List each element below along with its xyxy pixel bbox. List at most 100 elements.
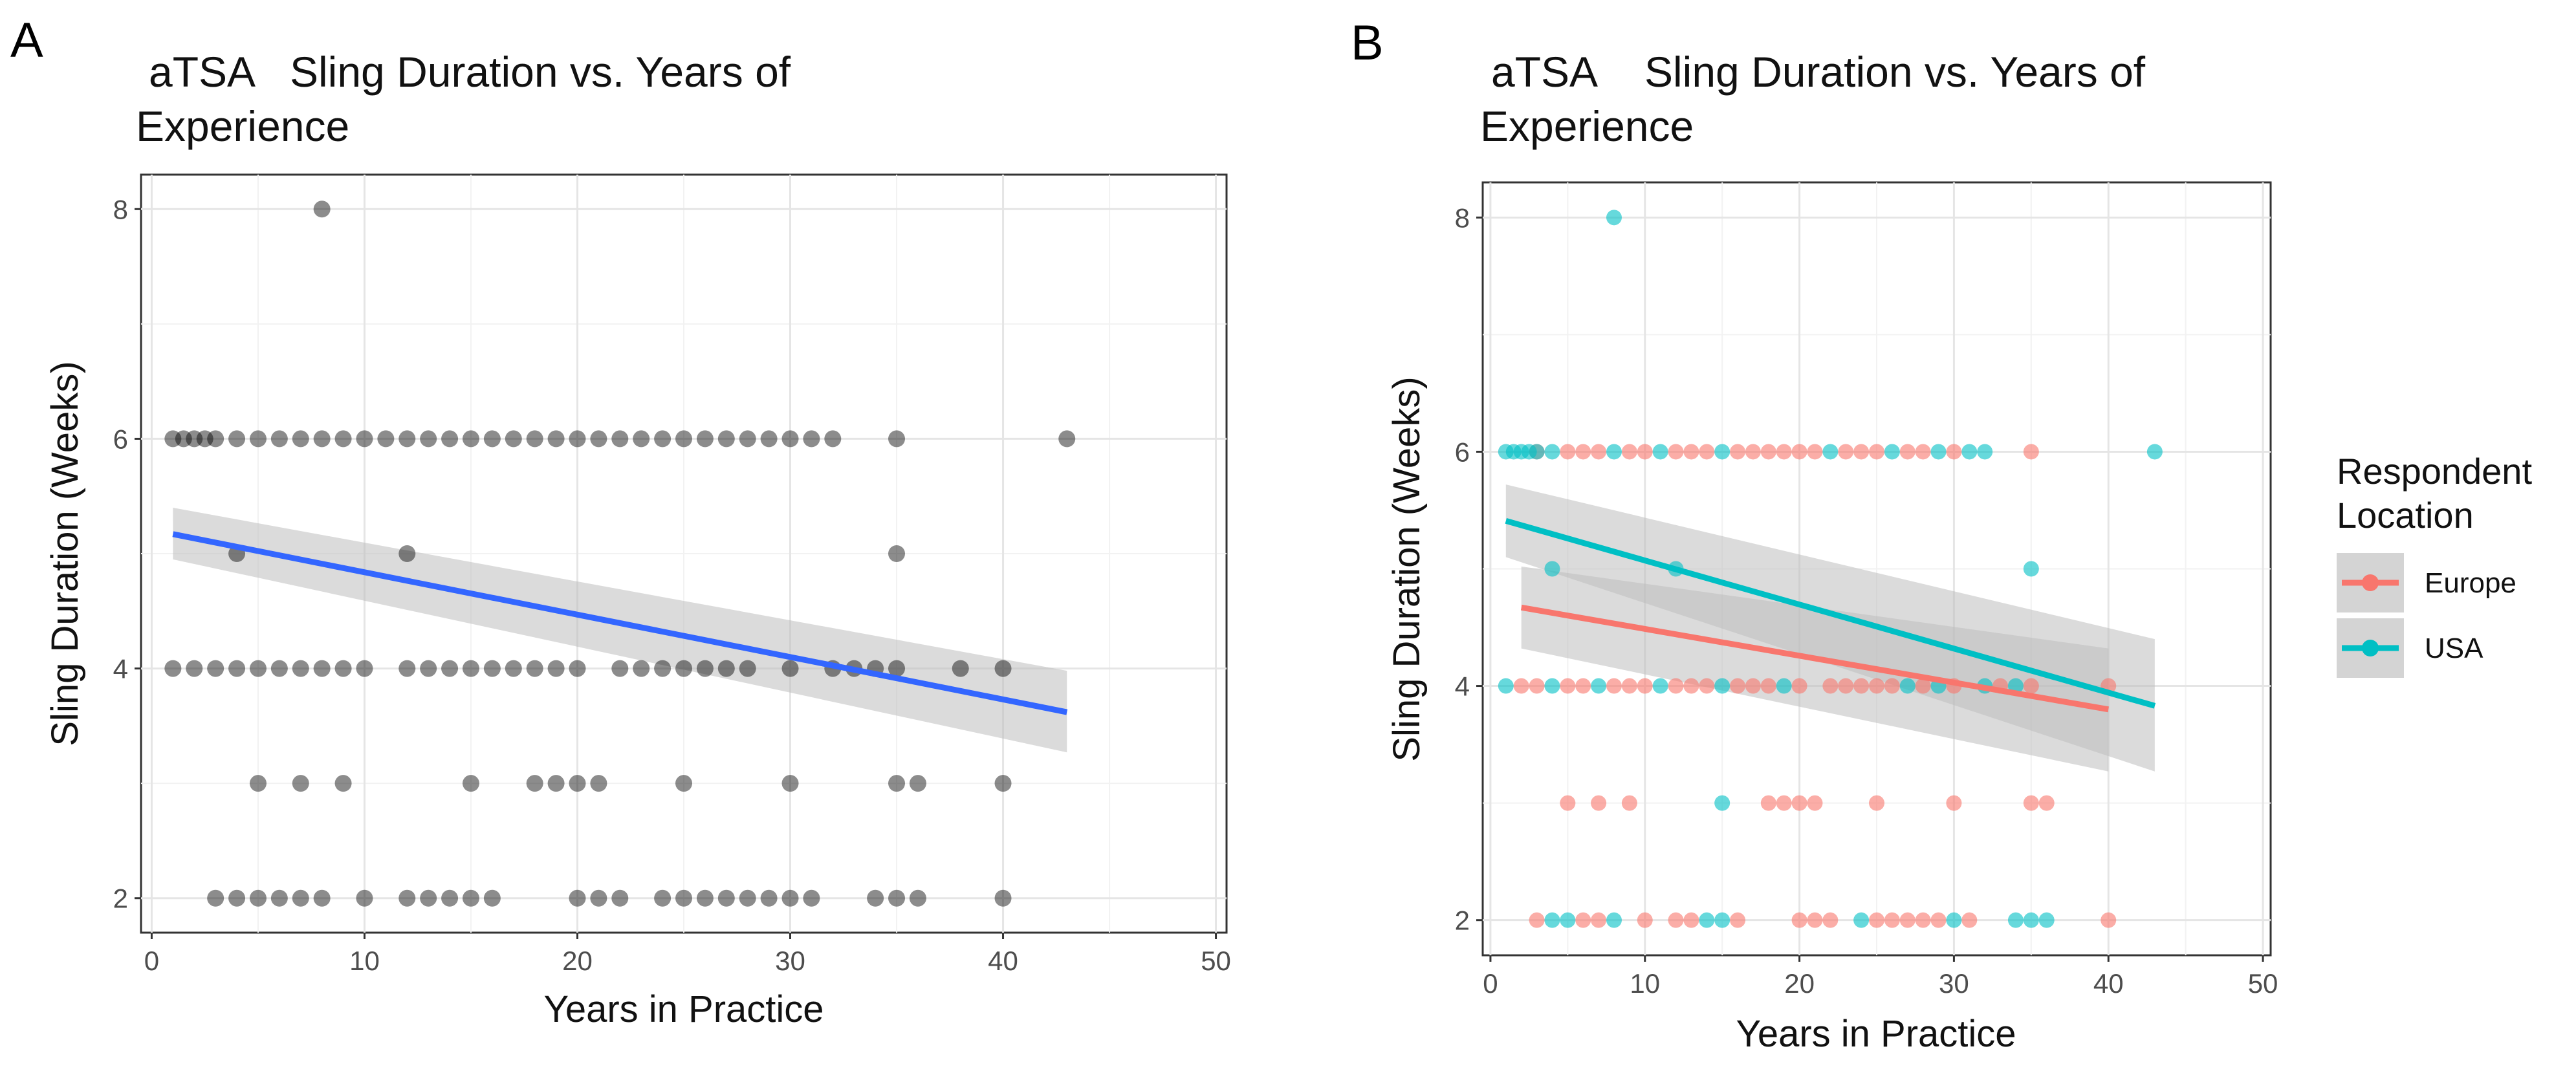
data-point <box>1760 444 1776 460</box>
data-point <box>1591 795 1607 811</box>
data-point <box>1899 678 1916 694</box>
data-point <box>1730 912 1746 928</box>
data-point <box>1791 678 1807 694</box>
data-point <box>313 889 331 907</box>
data-point <box>2038 912 2055 928</box>
data-point <box>1946 795 1962 811</box>
data-point <box>1606 678 1622 694</box>
data-point <box>1869 912 1884 928</box>
data-point <box>334 775 352 792</box>
data-point <box>270 660 288 677</box>
data-point <box>1714 795 1730 811</box>
data-point <box>249 775 267 792</box>
y-axis-title-b: Sling Duration (Weeks) <box>1386 376 1428 761</box>
confidence-band-all-respondents <box>173 507 1067 753</box>
data-point <box>569 775 586 792</box>
data-point <box>611 889 629 907</box>
data-point <box>249 889 267 907</box>
data-point <box>2101 912 2117 928</box>
data-point <box>175 430 192 448</box>
data-point <box>441 660 459 677</box>
data-point <box>1745 678 1761 694</box>
data-point <box>760 889 778 907</box>
data-point <box>398 545 416 562</box>
data-point <box>888 660 906 677</box>
data-point <box>483 430 501 448</box>
data-point <box>1714 912 1730 928</box>
data-point <box>1869 795 1884 811</box>
data-point <box>2023 678 2039 694</box>
data-point <box>1529 912 1545 928</box>
data-point <box>1637 678 1653 694</box>
x-tick-label: 10 <box>349 946 380 976</box>
data-point <box>1760 678 1776 694</box>
data-point <box>781 660 799 677</box>
panel-letter-b: B <box>1351 16 1384 70</box>
data-point <box>1791 912 1807 928</box>
data-point <box>420 889 437 907</box>
data-point <box>675 430 692 448</box>
data-point <box>1560 678 1576 694</box>
x-axis-title-b: Years in Practice <box>1736 1013 2016 1055</box>
data-point <box>611 660 629 677</box>
data-point <box>1058 430 1076 448</box>
data-point <box>292 775 309 792</box>
data-point <box>1652 444 1668 460</box>
data-point <box>1621 795 1637 811</box>
data-point <box>569 889 586 907</box>
data-point <box>1899 444 1916 460</box>
data-point <box>803 889 820 907</box>
data-point <box>654 430 671 448</box>
data-point <box>1513 678 1529 694</box>
data-point <box>547 775 565 792</box>
data-point <box>675 889 692 907</box>
data-point <box>292 889 309 907</box>
data-point <box>1544 912 1560 928</box>
data-point <box>313 201 331 218</box>
panel-letter-a: A <box>10 13 43 68</box>
data-point <box>1591 912 1607 928</box>
data-point <box>1714 678 1730 694</box>
data-point <box>1699 912 1715 928</box>
chart-title-line2-b: Experience <box>1480 102 1694 150</box>
data-point <box>505 660 522 677</box>
data-point <box>675 660 692 677</box>
data-point <box>1637 912 1653 928</box>
data-point <box>1529 444 1545 460</box>
data-point <box>2023 912 2039 928</box>
data-point <box>1915 444 1931 460</box>
data-point <box>1838 444 1854 460</box>
data-point <box>398 660 416 677</box>
chart-title-line2-a: Experience <box>136 102 349 150</box>
x-tick-label: 50 <box>1201 946 1231 976</box>
data-point <box>270 430 288 448</box>
confidence-band-europe <box>1521 566 2109 772</box>
data-point <box>696 889 714 907</box>
data-point <box>462 430 479 448</box>
data-point <box>1560 912 1576 928</box>
fit-lines-b <box>1505 517 2156 713</box>
data-point <box>1683 678 1699 694</box>
data-point <box>441 889 459 907</box>
data-point <box>1791 444 1807 460</box>
data-point <box>1606 912 1622 928</box>
data-point <box>760 430 778 448</box>
data-point <box>420 430 437 448</box>
data-point <box>356 889 373 907</box>
fit-line-all-respondents <box>172 531 1068 715</box>
y-tick-label: 8 <box>113 194 128 224</box>
data-point <box>1730 444 1746 460</box>
data-point <box>1637 444 1653 460</box>
confidence-band-a <box>173 507 1067 753</box>
data-point <box>739 889 756 907</box>
data-point <box>717 430 735 448</box>
data-point <box>313 660 331 677</box>
data-point <box>462 889 479 907</box>
data-point <box>1621 444 1637 460</box>
data-point <box>739 660 756 677</box>
data-point <box>1560 795 1576 811</box>
data-point <box>1683 912 1699 928</box>
data-point <box>228 430 246 448</box>
data-point <box>334 430 352 448</box>
